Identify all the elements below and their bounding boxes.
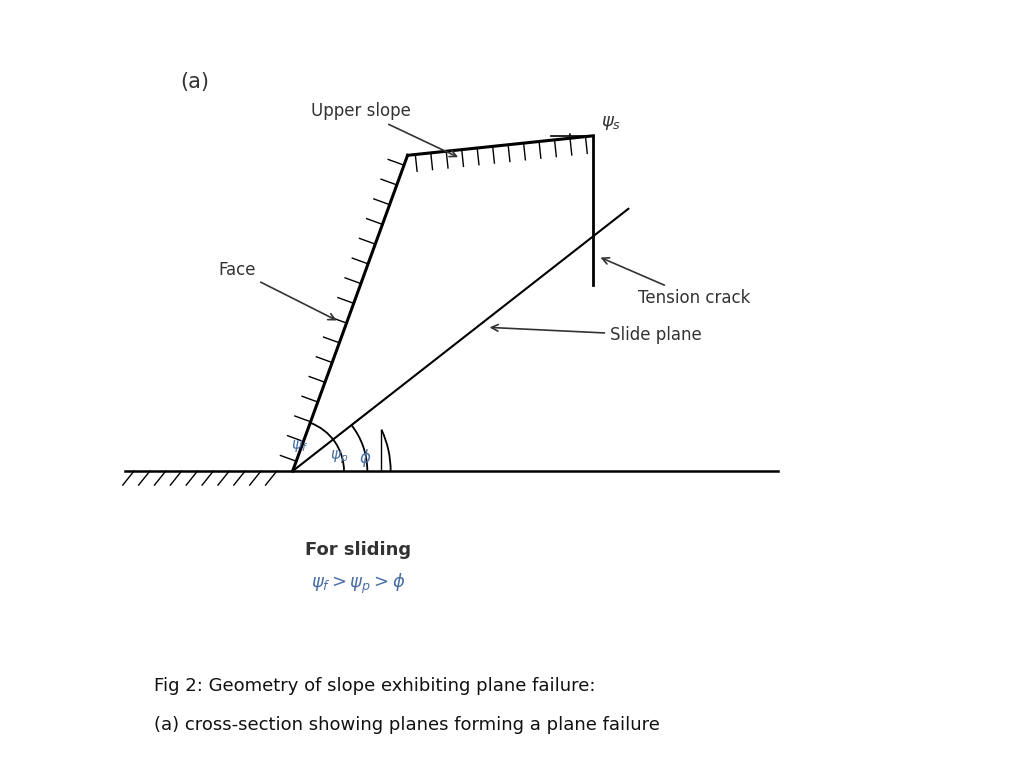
Text: Slide plane: Slide plane — [492, 325, 701, 344]
Text: $\phi$: $\phi$ — [359, 447, 372, 468]
Text: $\psi_p$: $\psi_p$ — [330, 449, 348, 466]
Text: (a): (a) — [180, 72, 210, 92]
Text: (a) cross-section showing planes forming a plane failure: (a) cross-section showing planes forming… — [154, 716, 659, 733]
Text: $\psi_f$: $\psi_f$ — [291, 439, 308, 455]
Text: $\psi_s$: $\psi_s$ — [601, 114, 621, 132]
Text: $\psi_f > \psi_p > \phi$: $\psi_f > \psi_p > \phi$ — [310, 571, 406, 596]
Text: Fig 2: Geometry of slope exhibiting plane failure:: Fig 2: Geometry of slope exhibiting plan… — [154, 677, 595, 695]
Text: For sliding: For sliding — [305, 541, 411, 559]
Text: Face: Face — [218, 261, 335, 319]
Text: Upper slope: Upper slope — [311, 102, 457, 157]
Text: Tension crack: Tension crack — [602, 258, 751, 307]
